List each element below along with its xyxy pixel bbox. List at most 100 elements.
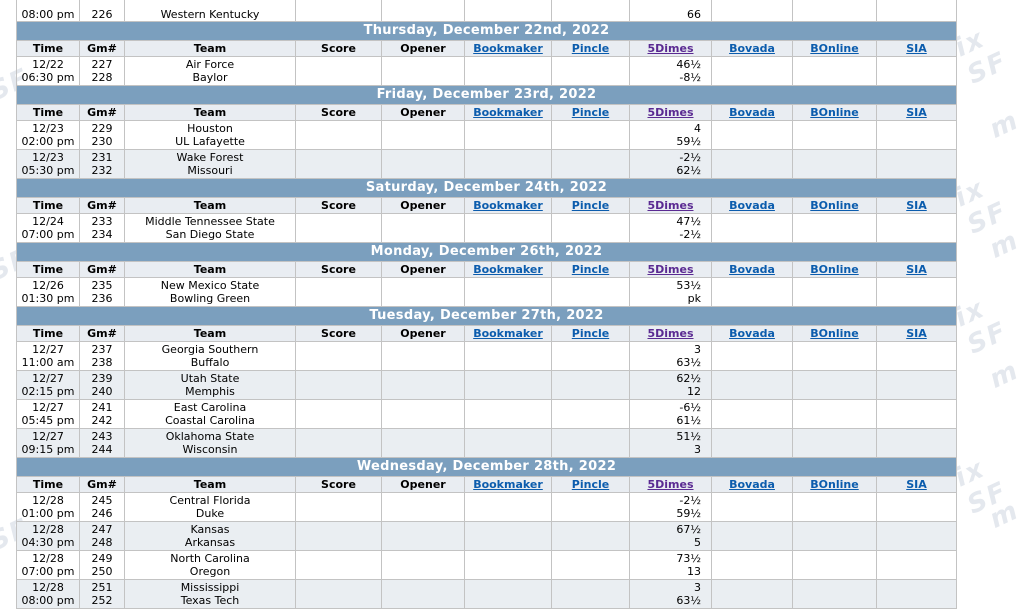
table-row: 12/28 07:00 pm 249 250 North Carolina Orego… <box>16 550 957 580</box>
time-cell: 12/27 05:45 pm <box>16 399 80 429</box>
bovada-link[interactable]: Bovada <box>729 199 775 212</box>
team-cell: Air Force Baylor <box>124 56 296 86</box>
bookmaker-link[interactable]: Bookmaker <box>473 263 543 276</box>
bovada-cell <box>711 277 793 307</box>
bonline-link[interactable]: BOnline <box>810 199 859 212</box>
sia-cell <box>876 550 957 580</box>
sia-cell <box>876 521 957 551</box>
sia-link[interactable]: SIA <box>906 263 927 276</box>
game-number-cell: 243 244 <box>79 428 125 458</box>
fivedimes-cell: 62½ 12 <box>629 370 712 400</box>
line-1: -6½ <box>679 401 701 414</box>
bonline-link[interactable]: BOnline <box>810 106 859 119</box>
team-1: Utah State <box>180 372 240 385</box>
col-score: Score <box>295 104 382 121</box>
watermark: m <box>985 495 1023 535</box>
sia-link[interactable]: SIA <box>906 478 927 491</box>
bovada-link[interactable]: Bovada <box>729 478 775 491</box>
bookmaker-link[interactable]: Bookmaker <box>473 42 543 55</box>
bookmaker-link[interactable]: Bookmaker <box>473 199 543 212</box>
sia-link[interactable]: SIA <box>906 42 927 55</box>
opener-cell <box>381 56 465 86</box>
game-number-cell: 233 234 <box>79 213 125 243</box>
game-date: 12/26 <box>32 279 64 292</box>
col-time: Time <box>16 197 80 214</box>
team-1: Kansas <box>190 523 230 536</box>
day-header-row: Saturday, December 24th, 2022 <box>16 178 957 198</box>
fivedimes-cell: 4 59½ <box>629 120 712 150</box>
team-2: Bowling Green <box>169 292 251 305</box>
column-header-row: Time Gm# Team Score Opener Bookmaker Pin… <box>16 261 957 278</box>
col-score: Score <box>295 40 382 57</box>
bovada-cell <box>711 149 793 179</box>
col-bovada: Bovada <box>711 325 793 342</box>
fivedimes-link[interactable]: 5Dimes <box>647 327 694 340</box>
bovada-link[interactable]: Bovada <box>729 106 775 119</box>
pincle-link[interactable]: Pincle <box>571 478 610 491</box>
sia-link[interactable]: SIA <box>906 106 927 119</box>
fivedimes-link[interactable]: 5Dimes <box>647 199 694 212</box>
col-gm: Gm# <box>79 197 125 214</box>
bookmaker-cell <box>464 370 552 400</box>
table-row: 12/28 01:00 pm 245 246 Central Florida Duke… <box>16 492 957 522</box>
sia-link[interactable]: SIA <box>906 327 927 340</box>
opener-cell <box>381 277 465 307</box>
bonline-link[interactable]: BOnline <box>810 42 859 55</box>
game-number-cell: 251 252 <box>79 579 125 609</box>
pincle-link[interactable]: Pincle <box>571 199 610 212</box>
team-2: Memphis <box>185 385 235 398</box>
col-pincle: Pincle <box>551 476 630 493</box>
fivedimes-link[interactable]: 5Dimes <box>647 42 694 55</box>
bookmaker-link[interactable]: Bookmaker <box>473 327 543 340</box>
team-cell: Wake Forest Missouri <box>124 149 296 179</box>
column-header-row: Time Gm# Team Score Opener Bookmaker Pin… <box>16 40 957 57</box>
game-number-cell: 239 240 <box>79 370 125 400</box>
bovada-link[interactable]: Bovada <box>729 263 775 276</box>
sia-cell <box>876 399 957 429</box>
table-row: 12/23 05:30 pm 231 232 Wake Forest Missouri… <box>16 149 957 179</box>
game-number-1: 229 <box>91 122 113 135</box>
col-bovada: Bovada <box>711 197 793 214</box>
bonline-link[interactable]: BOnline <box>810 327 859 340</box>
col-opener: Opener <box>381 104 465 121</box>
col-score: Score <box>295 476 382 493</box>
game-date: 12/27 <box>32 401 64 414</box>
pincle-link[interactable]: Pincle <box>571 263 610 276</box>
pincle-cell <box>551 428 630 458</box>
opener-cell <box>381 399 465 429</box>
team-cell: Middle Tennessee State San Diego State <box>124 213 296 243</box>
fivedimes-link[interactable]: 5Dimes <box>647 478 694 491</box>
sia-cell <box>876 120 957 150</box>
game-date: 12/23 <box>32 122 64 135</box>
bovada-link[interactable]: Bovada <box>729 42 775 55</box>
time-cell: 12/22 06:30 pm <box>16 56 80 86</box>
bookmaker-cell <box>464 550 552 580</box>
bovada-link[interactable]: Bovada <box>729 327 775 340</box>
fivedimes-link[interactable]: 5Dimes <box>647 263 694 276</box>
col-time: Time <box>16 261 80 278</box>
opener-cell <box>381 428 465 458</box>
table-row: 12/26 01:30 pm 235 236 New Mexico State Bow… <box>16 277 957 307</box>
bonline-link[interactable]: BOnline <box>810 478 859 491</box>
pincle-link[interactable]: Pincle <box>571 42 610 55</box>
col-gm: Gm# <box>79 325 125 342</box>
fivedimes-cell: -2½ 59½ <box>629 492 712 522</box>
pincle-link[interactable]: Pincle <box>571 106 610 119</box>
game-number-1: 247 <box>91 523 113 536</box>
col-bookmaker: Bookmaker <box>464 40 552 57</box>
bonline-link[interactable]: BOnline <box>810 263 859 276</box>
sia-link[interactable]: SIA <box>906 199 927 212</box>
team-cell: New Mexico State Bowling Green <box>124 277 296 307</box>
game-number-1: 245 <box>91 494 113 507</box>
bookmaker-link[interactable]: Bookmaker <box>473 478 543 491</box>
game-number-1: 235 <box>91 279 113 292</box>
fivedimes-link[interactable]: 5Dimes <box>647 106 694 119</box>
bookmaker-cell <box>464 213 552 243</box>
col-bonline: BOnline <box>792 104 877 121</box>
bookmaker-cell <box>464 0 552 22</box>
game-number-cell: 241 242 <box>79 399 125 429</box>
col-time: Time <box>16 476 80 493</box>
bookmaker-link[interactable]: Bookmaker <box>473 106 543 119</box>
day-header-row: Thursday, December 22nd, 2022 <box>16 21 957 41</box>
pincle-link[interactable]: Pincle <box>571 327 610 340</box>
